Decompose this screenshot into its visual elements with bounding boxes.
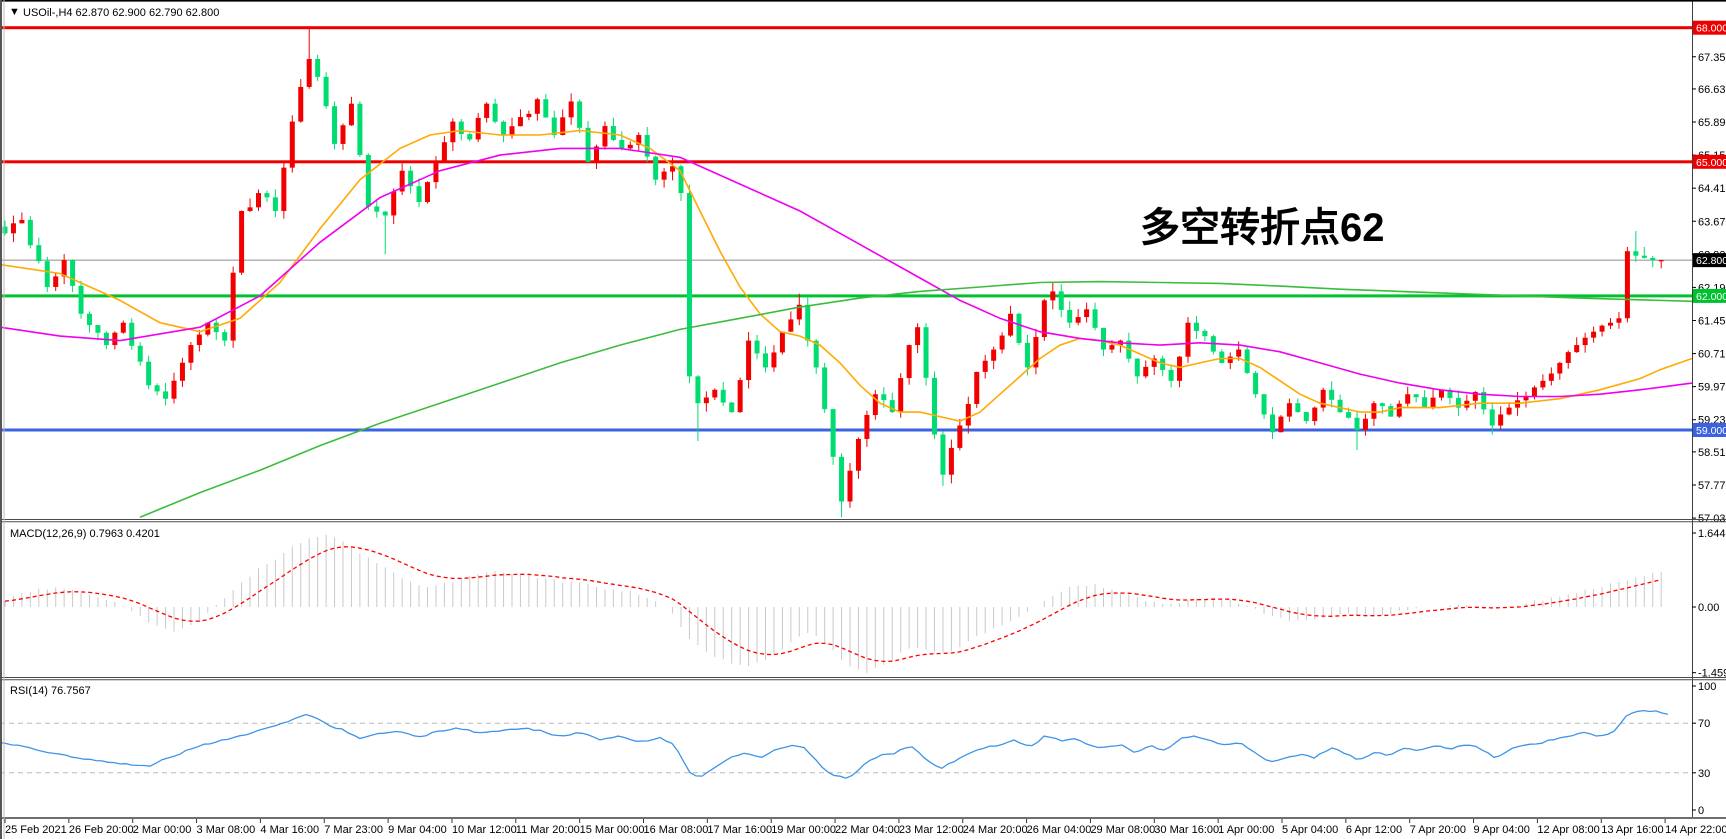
svg-text:61.450: 61.450 <box>1698 315 1726 327</box>
time-label: 22 Mar 04:00 <box>835 824 900 836</box>
ma-orange <box>0 129 1693 422</box>
time-label: 12 Apr 08:00 <box>1537 824 1599 836</box>
svg-text:70: 70 <box>1698 718 1710 730</box>
time-label: 7 Mar 23:00 <box>324 824 383 836</box>
svg-text:67.350: 67.350 <box>1698 52 1726 64</box>
chart-annotation-text[interactable]: 多空转折点62 <box>1140 206 1385 250</box>
time-label: 13 Apr 16:00 <box>1601 824 1663 836</box>
time-label: 26 Feb 20:00 <box>69 824 134 836</box>
svg-text:64.410: 64.410 <box>1698 183 1726 195</box>
rsi-pane[interactable] <box>0 709 1692 779</box>
time-label: 9 Mar 04:00 <box>388 824 447 836</box>
time-label: 30 Mar 16:00 <box>1154 824 1219 836</box>
svg-text:65.890: 65.890 <box>1698 117 1726 129</box>
time-label: 6 Apr 12:00 <box>1346 824 1402 836</box>
svg-text:58.510: 58.510 <box>1698 447 1726 459</box>
time-label: 24 Mar 20:00 <box>963 824 1028 836</box>
time-label: 2 Mar 00:00 <box>133 824 192 836</box>
svg-text:0: 0 <box>1698 805 1704 817</box>
time-axis[interactable]: 25 Feb 2021 26 Feb 20:00 2 Mar 00:00 3 Mar … <box>0 817 1726 836</box>
svg-text:63.670: 63.670 <box>1698 216 1726 228</box>
time-label: 16 Mar 08:00 <box>644 824 709 836</box>
svg-text:30: 30 <box>1698 768 1710 780</box>
svg-text:68.000: 68.000 <box>1696 23 1726 35</box>
price-pane[interactable] <box>0 26 1693 518</box>
time-label: 7 Apr 20:00 <box>1410 824 1466 836</box>
time-label: 25 Feb 2021 <box>5 824 67 836</box>
time-label: 15 Mar 00:00 <box>580 824 645 836</box>
time-label: 23 Mar 12:00 <box>899 824 964 836</box>
time-label: 1 Apr 00:00 <box>1218 824 1274 836</box>
svg-text:65.000: 65.000 <box>1696 157 1726 169</box>
svg-text:0.00: 0.00 <box>1698 602 1719 614</box>
symbol-ohlc-label: USOil-,H4 62.870 62.900 62.790 62.800 <box>23 7 219 19</box>
svg-text:66.630: 66.630 <box>1698 84 1726 96</box>
ma-green <box>139 280 1693 518</box>
price-line-65.000[interactable] <box>0 160 1692 164</box>
time-label: 3 Mar 08:00 <box>197 824 256 836</box>
time-label: 9 Apr 04:00 <box>1474 824 1530 836</box>
price-line-59.000[interactable] <box>0 428 1692 432</box>
price-line-68.000[interactable] <box>0 26 1692 30</box>
time-label: 4 Mar 16:00 <box>260 824 319 836</box>
time-label: 29 Mar 08:00 <box>1090 824 1155 836</box>
time-label: 14 Apr 22:00 <box>1665 824 1726 836</box>
price-tag-68.000 <box>1693 20 1726 35</box>
macd-pane[interactable] <box>4 534 1662 673</box>
price-tag-62.000 <box>1693 288 1726 303</box>
rsi-indicator-label: RSI(14) 76.7567 <box>10 685 91 697</box>
price-tag-62.800 <box>1693 253 1726 268</box>
symbol-header[interactable]: ▼ USOil-,H4 62.870 62.900 62.790 62.800 <box>9 6 219 19</box>
svg-text:62.000: 62.000 <box>1696 291 1726 303</box>
price-line-62.800[interactable] <box>0 259 1692 261</box>
time-label: 17 Mar 16:00 <box>707 824 772 836</box>
time-label: 5 Apr 04:00 <box>1282 824 1338 836</box>
time-label: 11 Mar 20:00 <box>516 824 580 836</box>
symbol-dropdown-icon[interactable]: ▼ <box>9 6 20 18</box>
svg-text:60.710: 60.710 <box>1698 349 1726 361</box>
svg-text:-1.4594: -1.4594 <box>1698 668 1726 680</box>
svg-text:1.6446: 1.6446 <box>1698 528 1726 540</box>
time-label: 19 Mar 00:00 <box>771 824 836 836</box>
svg-text:100: 100 <box>1698 681 1716 693</box>
price-line-62.000[interactable] <box>0 294 1692 298</box>
rsi-line <box>0 709 1669 779</box>
macd-indicator-label: MACD(12,26,9) 0.7963 0.4201 <box>10 528 160 540</box>
svg-text:57.770: 57.770 <box>1698 480 1726 492</box>
ma-magenta <box>0 147 1693 398</box>
price-axis[interactable]: 67.35066.63065.89065.15064.41063.67062.9… <box>1692 0 1726 817</box>
time-label: 26 Mar 04:00 <box>1027 824 1092 836</box>
svg-text:59.000: 59.000 <box>1696 425 1726 437</box>
macd-signal-line <box>4 546 1662 663</box>
svg-text:59.970: 59.970 <box>1698 382 1726 394</box>
price-tag-59.000 <box>1693 423 1726 437</box>
time-label: 10 Mar 12:00 <box>452 824 517 836</box>
price-tag-65.000 <box>1693 154 1726 169</box>
svg-text:62.800: 62.800 <box>1696 255 1726 267</box>
